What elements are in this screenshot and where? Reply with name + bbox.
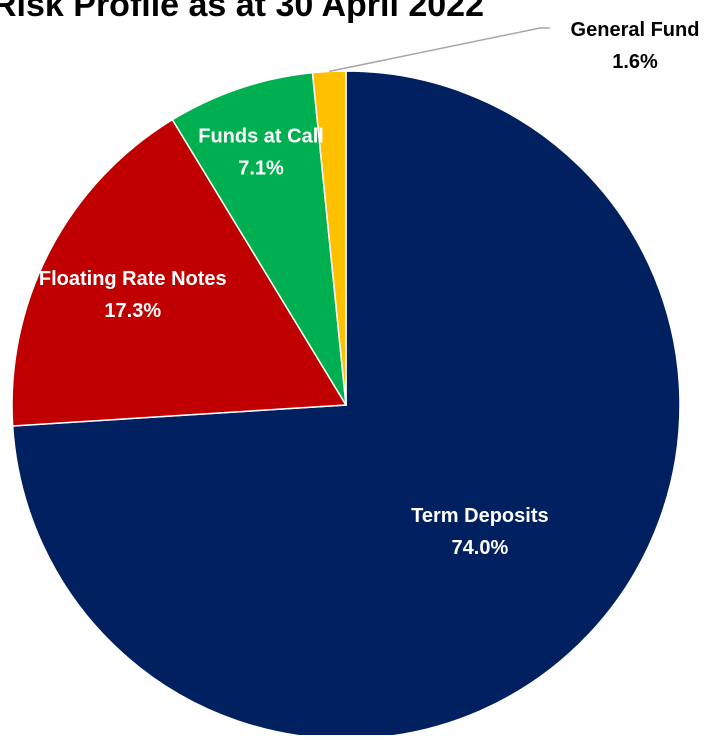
slice-value-floating-rate-notes: 17.3% <box>104 300 161 322</box>
pie-labels: Term Deposits 74.0% Floating Rate Notes 17.… <box>39 19 700 559</box>
pie-slice-floating-rate-notes <box>11 118 348 427</box>
chart-title: Risk Profile as at 30 April 2022 <box>0 0 484 24</box>
slice-label-general-fund: General Fund <box>571 19 700 41</box>
slice-value-general-fund: 1.6% <box>612 51 658 73</box>
slice-value-term-deposits: 74.0% <box>452 537 509 559</box>
slice-label-term-deposits: Term Deposits <box>411 505 548 527</box>
pie-slices <box>11 70 681 740</box>
slice-label-funds-at-call: Funds at Call <box>198 126 324 148</box>
pie-slice-general-fund <box>311 70 347 406</box>
callout-line-general-fund <box>329 27 550 73</box>
slice-value-funds-at-call: 7.1% <box>238 158 284 180</box>
slice-label-floating-rate-notes: Floating Rate Notes <box>39 268 227 290</box>
pie-slice-funds-at-call <box>171 71 347 406</box>
